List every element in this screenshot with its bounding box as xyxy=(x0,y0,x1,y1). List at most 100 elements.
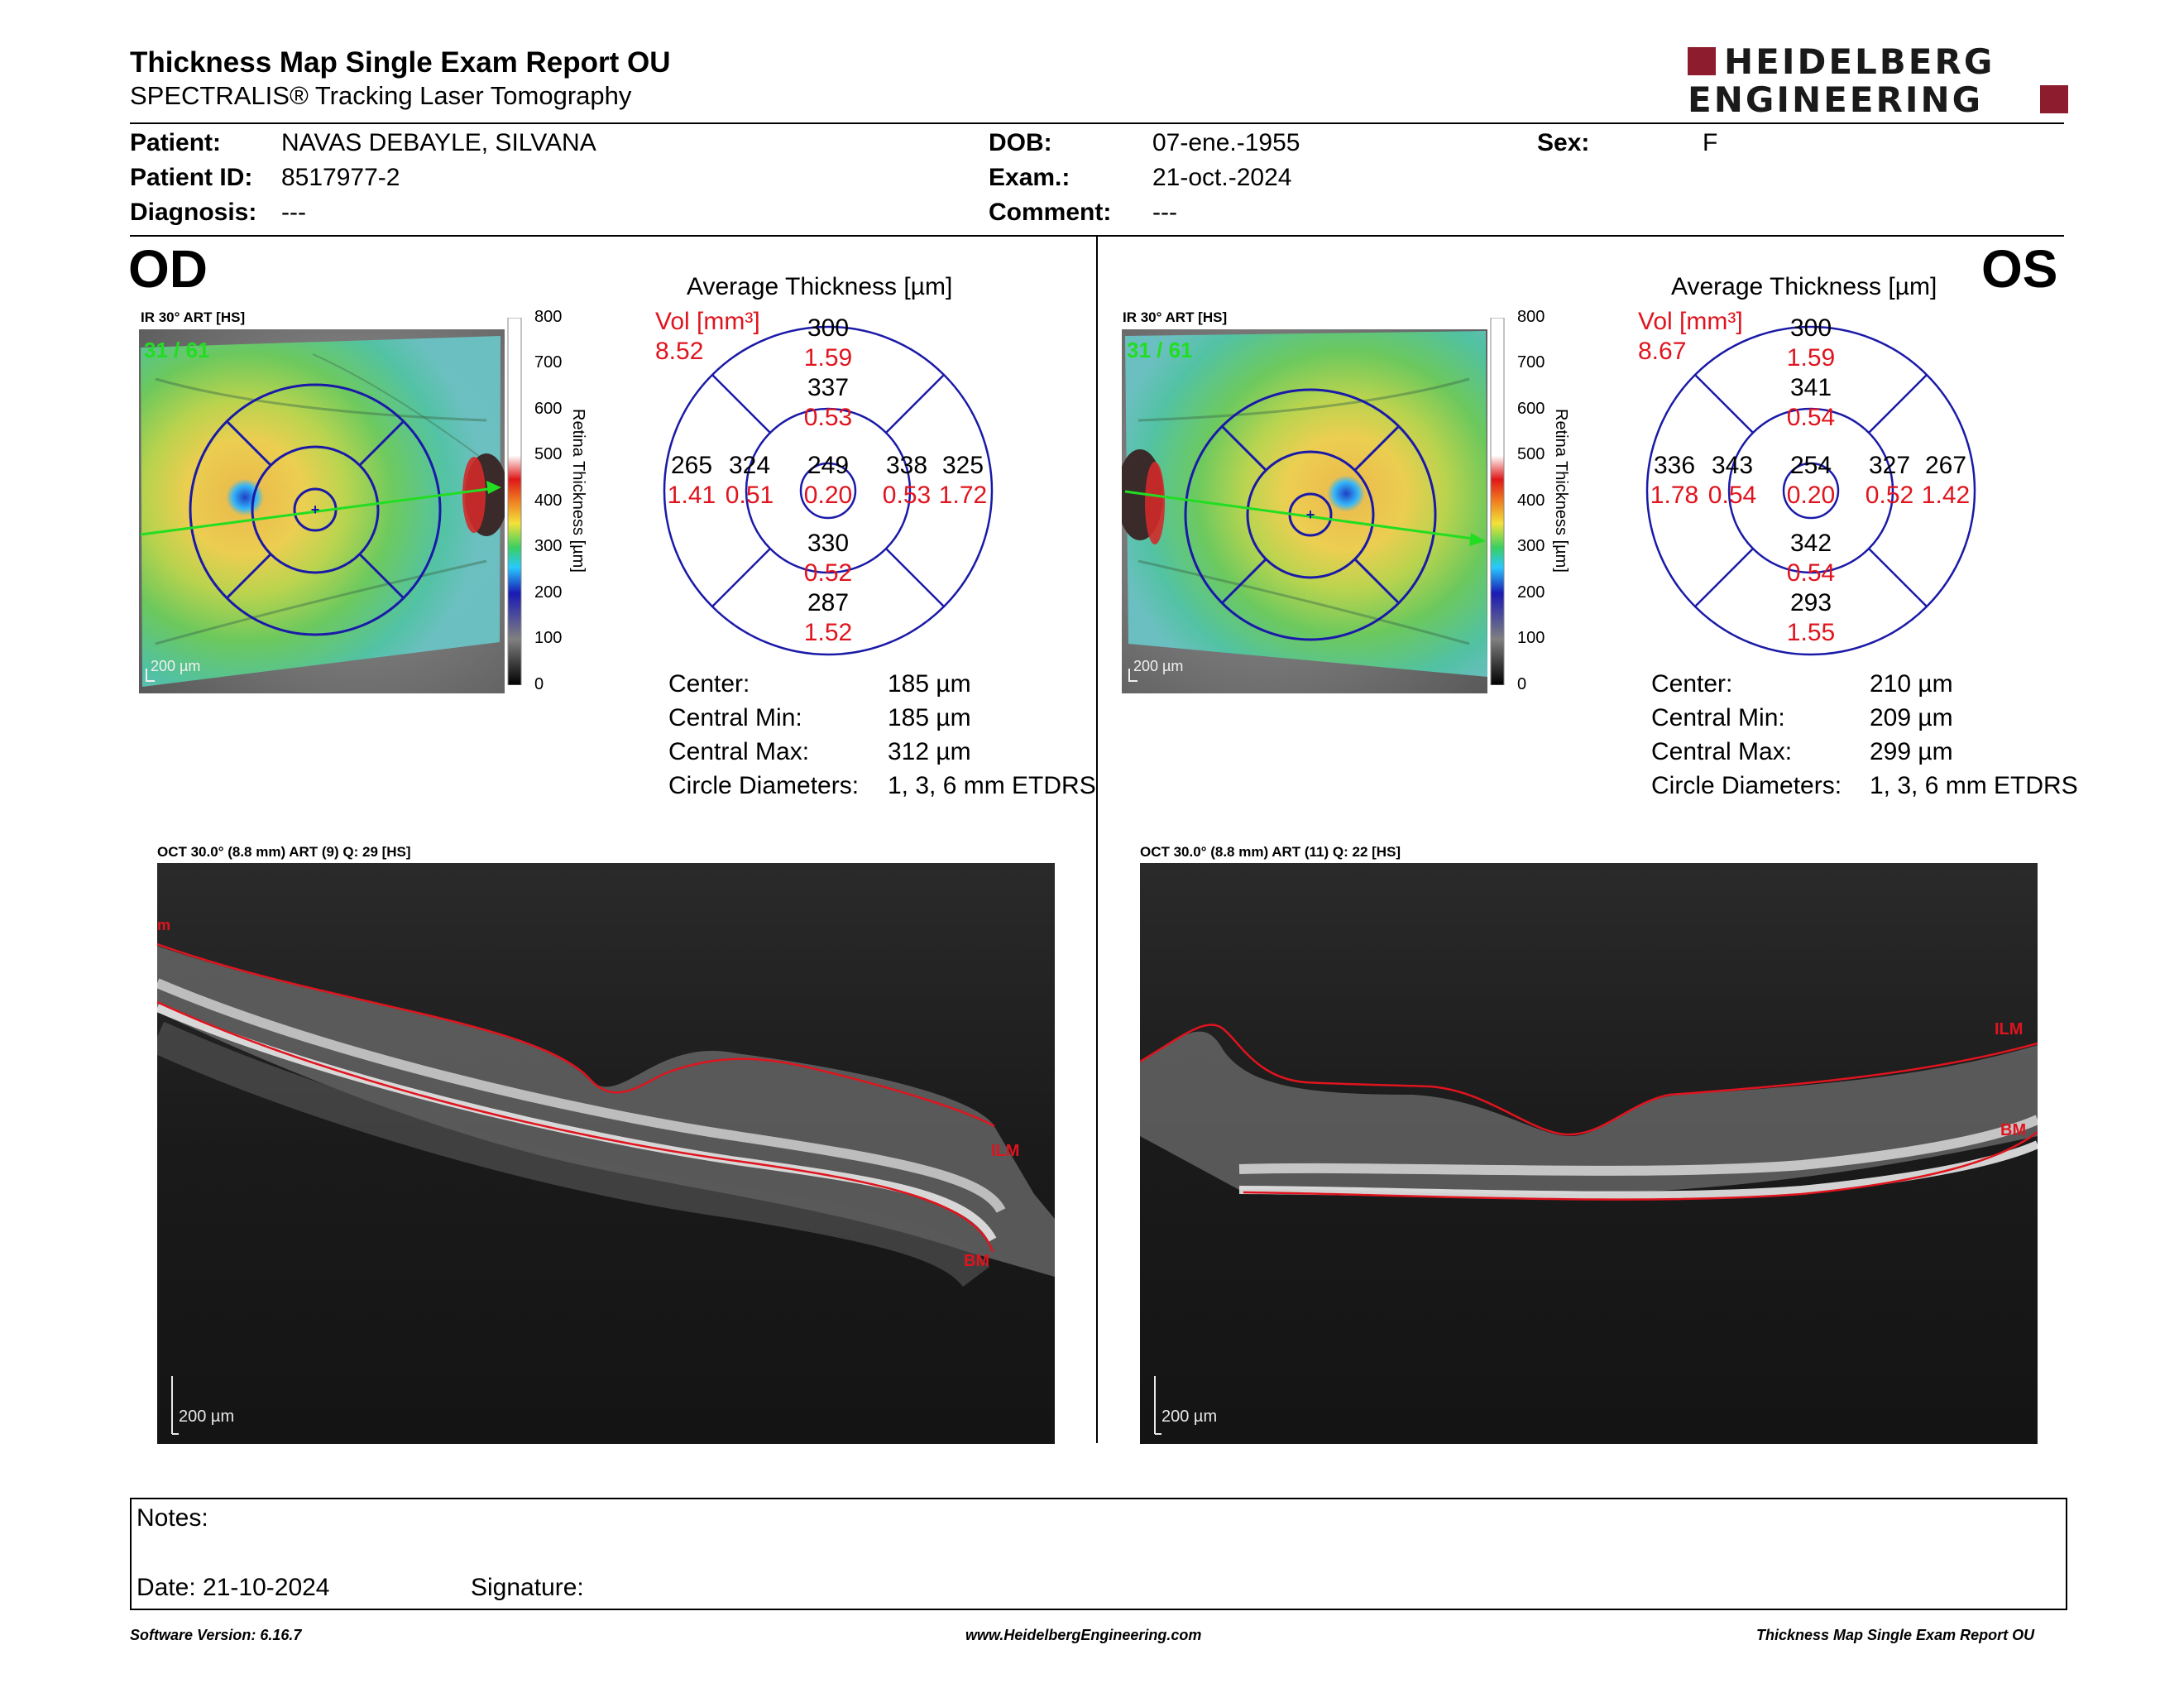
od-inner-top-volume: 0.53 xyxy=(803,404,853,431)
od-thickness-map-image: + 31 / 61 200 µm xyxy=(139,329,508,693)
os-oct-bscan: ILM BM 200 µm xyxy=(1139,863,2040,1444)
od-vol-value: 8.52 xyxy=(655,338,704,365)
footer-report-name: Thickness Map Single Exam Report OU xyxy=(1756,1627,2035,1643)
od-central-min-value: 185 µm xyxy=(888,704,971,731)
os-inner-left-volume: 0.54 xyxy=(1707,482,1757,509)
od-tick-200: 200 xyxy=(534,583,563,602)
od-center-label: Center: xyxy=(668,670,750,698)
od-outer-top-thickness: 300 xyxy=(807,314,850,342)
os-inner-top-thickness: 341 xyxy=(1789,374,1832,401)
comment-label: Comment: xyxy=(989,199,1112,226)
od-tick-600: 600 xyxy=(534,400,563,418)
od-circle-label: Circle Diameters: xyxy=(668,772,860,799)
od-tick-400: 400 xyxy=(534,492,563,510)
os-ilm-label: ILM xyxy=(1995,1020,2024,1038)
os-central-max-value: 299 µm xyxy=(1870,738,1953,765)
patient-name: NAVAS DEBAYLE, SILVANA xyxy=(281,129,596,156)
os-inner-top-volume: 0.54 xyxy=(1786,404,1836,431)
logo-line-2: ENGINEERING xyxy=(1688,79,1984,120)
svg-text:+: + xyxy=(1306,506,1315,523)
os-inner-right-thickness: 327 xyxy=(1868,452,1911,479)
os-outer-right-volume: 1.42 xyxy=(1921,482,1971,509)
od-outer-top-volume: 1.59 xyxy=(803,344,853,372)
os-colorbar-title: Retina Thickness [µm] xyxy=(1552,409,1570,573)
os-fundus-label: IR 30° ART [HS] xyxy=(1123,309,1228,325)
od-inner-left-volume: 0.51 xyxy=(725,482,774,509)
os-inner-bottom-volume: 0.54 xyxy=(1786,559,1836,587)
os-tick-200: 200 xyxy=(1517,583,1545,602)
od-ilm-label: ILM xyxy=(991,1142,1020,1160)
od-outer-bottom-volume: 1.52 xyxy=(803,619,853,646)
notes-label: Notes: xyxy=(136,1504,208,1532)
os-vol-value: 8.67 xyxy=(1638,338,1687,365)
od-inner-bottom-thickness: 330 xyxy=(807,530,850,557)
sex-label: Sex: xyxy=(1537,129,1590,156)
os-outer-left-volume: 1.78 xyxy=(1650,482,1699,509)
os-outer-right-thickness: 267 xyxy=(1924,452,1967,479)
os-tick-100: 100 xyxy=(1517,629,1545,647)
patient-id-value: 8517977-2 xyxy=(281,164,400,191)
os-scan-counter: 31 / 61 xyxy=(1127,338,1193,362)
os-outer-bottom-thickness: 293 xyxy=(1789,589,1832,616)
os-center-value: 210 µm xyxy=(1870,670,1953,698)
os-outer-left-thickness: 336 xyxy=(1653,452,1696,479)
od-bm-label: BM xyxy=(964,1252,990,1270)
os-circle-label: Circle Diameters: xyxy=(1651,772,1842,799)
os-fundus-scale: 200 µm xyxy=(1133,658,1184,674)
os-circle-value: 1, 3, 6 mm ETDRS xyxy=(1870,772,2078,799)
exam-value: 21-oct.-2024 xyxy=(1152,164,1292,191)
comment-value: --- xyxy=(1152,199,1177,226)
od-scan-counter: 31 / 61 xyxy=(144,338,210,362)
od-eye-label: OD xyxy=(128,239,208,299)
od-fundus-label: IR 30° ART [HS] xyxy=(141,309,246,325)
os-inner-bottom-thickness: 342 xyxy=(1789,530,1832,557)
patient-id-label: Patient ID: xyxy=(130,164,253,191)
os-center-volume: 0.20 xyxy=(1786,482,1836,509)
od-tick-300: 300 xyxy=(534,537,563,555)
od-outer-left-thickness: 265 xyxy=(670,452,713,479)
od-colorbar-title: Retina Thickness [µm] xyxy=(569,409,587,573)
os-outer-bottom-volume: 1.55 xyxy=(1786,619,1836,646)
heidelberg-logo: HEIDELBERG ENGINEERING xyxy=(1688,43,2070,119)
os-thickness-map-image: + 31 / 61 200 µm xyxy=(1117,329,1487,693)
website-link[interactable]: www.HeidelbergEngineering.com xyxy=(965,1627,1202,1643)
patient-divider xyxy=(130,235,2064,237)
date-label: Date: 21-10-2024 xyxy=(136,1574,330,1601)
od-inner-left-thickness: 324 xyxy=(728,452,771,479)
os-tick-500: 500 xyxy=(1517,445,1545,463)
od-colorbar xyxy=(506,317,524,686)
svg-text:+: + xyxy=(311,501,320,518)
od-inner-right-volume: 0.53 xyxy=(882,482,932,509)
od-avg-title: Average Thickness [µm] xyxy=(687,273,953,300)
od-inner-right-thickness: 338 xyxy=(885,452,928,479)
od-outer-right-volume: 1.72 xyxy=(938,482,988,509)
od-tick-100: 100 xyxy=(534,629,563,647)
os-center-thickness: 254 xyxy=(1789,452,1832,479)
od-oct-bscan: m ILM BM 200 µm xyxy=(150,863,1055,1444)
od-oct-label: OCT 30.0° (8.8 mm) ART (9) Q: 29 [HS] xyxy=(157,844,411,860)
od-fundus-scale: 200 µm xyxy=(151,658,201,674)
od-colorbar-ticks: 800 700 600 500 400 300 200 100 0 xyxy=(524,308,574,697)
os-central-max-label: Central Max: xyxy=(1651,738,1793,765)
od-inner-top-thickness: 337 xyxy=(807,374,850,401)
od-vol-label: Vol [mm³] xyxy=(655,308,760,335)
signature-label: Signature: xyxy=(471,1574,584,1601)
dob-label: DOB: xyxy=(989,129,1052,156)
os-inner-left-thickness: 343 xyxy=(1711,452,1754,479)
os-oct-scale: 200 µm xyxy=(1161,1407,1218,1426)
os-etdrs-grid xyxy=(1645,324,1977,657)
os-tick-400: 400 xyxy=(1517,492,1545,510)
od-central-min-label: Central Min: xyxy=(668,704,802,731)
os-fundus-scale-bar xyxy=(1128,669,1138,682)
eye-divider xyxy=(1096,237,1098,1443)
notes-box[interactable]: Notes: Date: 21-10-2024 Signature: xyxy=(130,1498,2067,1610)
diagnosis-label: Diagnosis: xyxy=(130,199,257,226)
report-subtitle: SPECTRALIS® Tracking Laser Tomography xyxy=(130,81,632,110)
od-central-max-value: 312 µm xyxy=(888,738,971,765)
diagnosis-value: --- xyxy=(281,199,306,226)
os-avg-title: Average Thickness [µm] xyxy=(1671,273,1937,300)
logo-line-1: HEIDELBERG xyxy=(1724,41,1995,82)
od-tick-0: 0 xyxy=(534,675,544,693)
od-tick-700: 700 xyxy=(534,353,563,372)
